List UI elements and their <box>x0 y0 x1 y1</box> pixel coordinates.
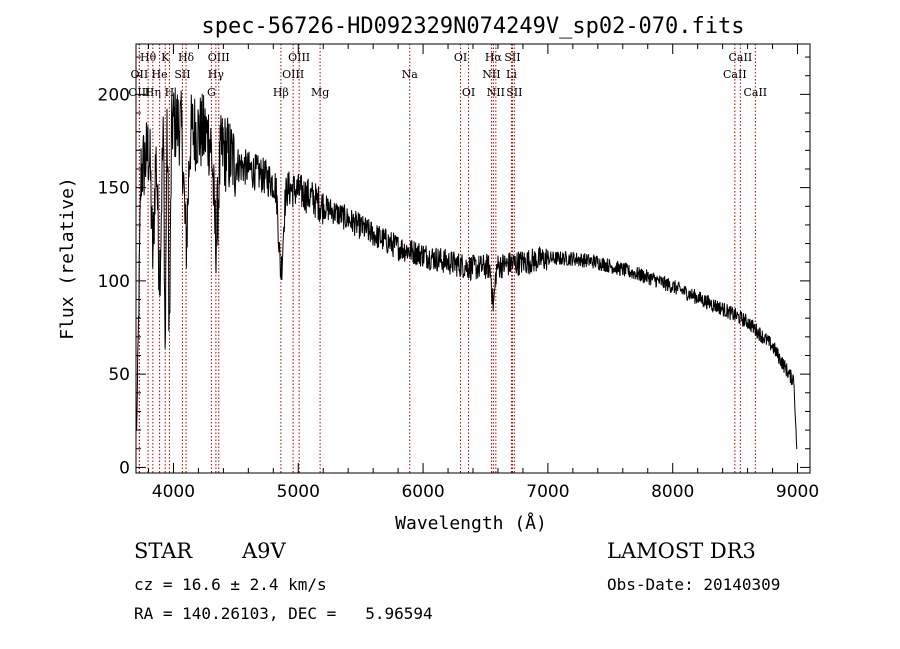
redshift-text: cz = 16.6 ± 2.4 km/s <box>134 575 327 594</box>
chart-title: spec-56726-HD092329N074249V_sp02-070.fit… <box>201 14 744 39</box>
line-label: OIII <box>128 86 150 99</box>
line-label: OIII <box>288 51 310 64</box>
line-label: Li <box>506 68 517 81</box>
line-label: H <box>165 86 175 99</box>
line-label: OIII <box>208 51 230 64</box>
line-label: OII <box>131 68 149 81</box>
spectrum-group <box>136 87 798 450</box>
line-label: He <box>152 68 168 81</box>
object-subclass: A9V <box>242 539 286 563</box>
line-label: Hβ <box>273 86 289 99</box>
x-tick-label: 5000 <box>277 482 320 502</box>
x-tick-label: 4000 <box>152 482 195 502</box>
line-label: OI <box>462 86 475 99</box>
line-label: SII <box>174 68 190 81</box>
obs-date-text: Obs-Date: 20140309 <box>607 575 781 594</box>
line-label: Na <box>402 68 419 81</box>
line-label: G <box>207 86 216 99</box>
line-label: Hα <box>485 51 503 64</box>
x-tick-label: 6000 <box>401 482 444 502</box>
spectrum-line <box>136 87 798 450</box>
line-label: Mg <box>311 86 329 99</box>
y-tick-label: 100 <box>98 272 130 292</box>
y-tick-label: 0 <box>119 458 130 478</box>
line-label: Hδ <box>178 51 195 64</box>
x-axis-label: Wavelength (Å) <box>395 512 547 534</box>
x-tick-label: 7000 <box>526 482 569 502</box>
line-label: Hθ <box>140 51 157 64</box>
y-tick-label: 150 <box>98 179 130 199</box>
line-label: CaII <box>723 68 747 81</box>
line-label: OIII <box>282 68 304 81</box>
x-tick-label: 8000 <box>651 482 694 502</box>
coords-text: RA = 140.26103, DEC = 5.96594 <box>134 604 433 623</box>
line-label: OI <box>454 51 467 64</box>
line-label: K <box>161 51 170 64</box>
y-tick-label: 50 <box>108 365 130 385</box>
axes-group <box>135 43 811 474</box>
line-label: CaII <box>729 51 753 64</box>
survey-name: LAMOST DR3 <box>607 539 756 563</box>
x-tick-label: 9000 <box>776 482 819 502</box>
line-label: NII <box>482 68 500 81</box>
line-label: Hη <box>145 86 161 99</box>
line-label: NII <box>487 86 505 99</box>
line-label: SII <box>504 51 520 64</box>
object-class: STAR <box>134 539 193 563</box>
line-label: Hγ <box>208 68 225 81</box>
y-axis-label: Flux (relative) <box>57 177 78 340</box>
y-tick-label: 200 <box>98 85 130 105</box>
line-label: SII <box>506 86 522 99</box>
line-label: CaII <box>743 86 767 99</box>
